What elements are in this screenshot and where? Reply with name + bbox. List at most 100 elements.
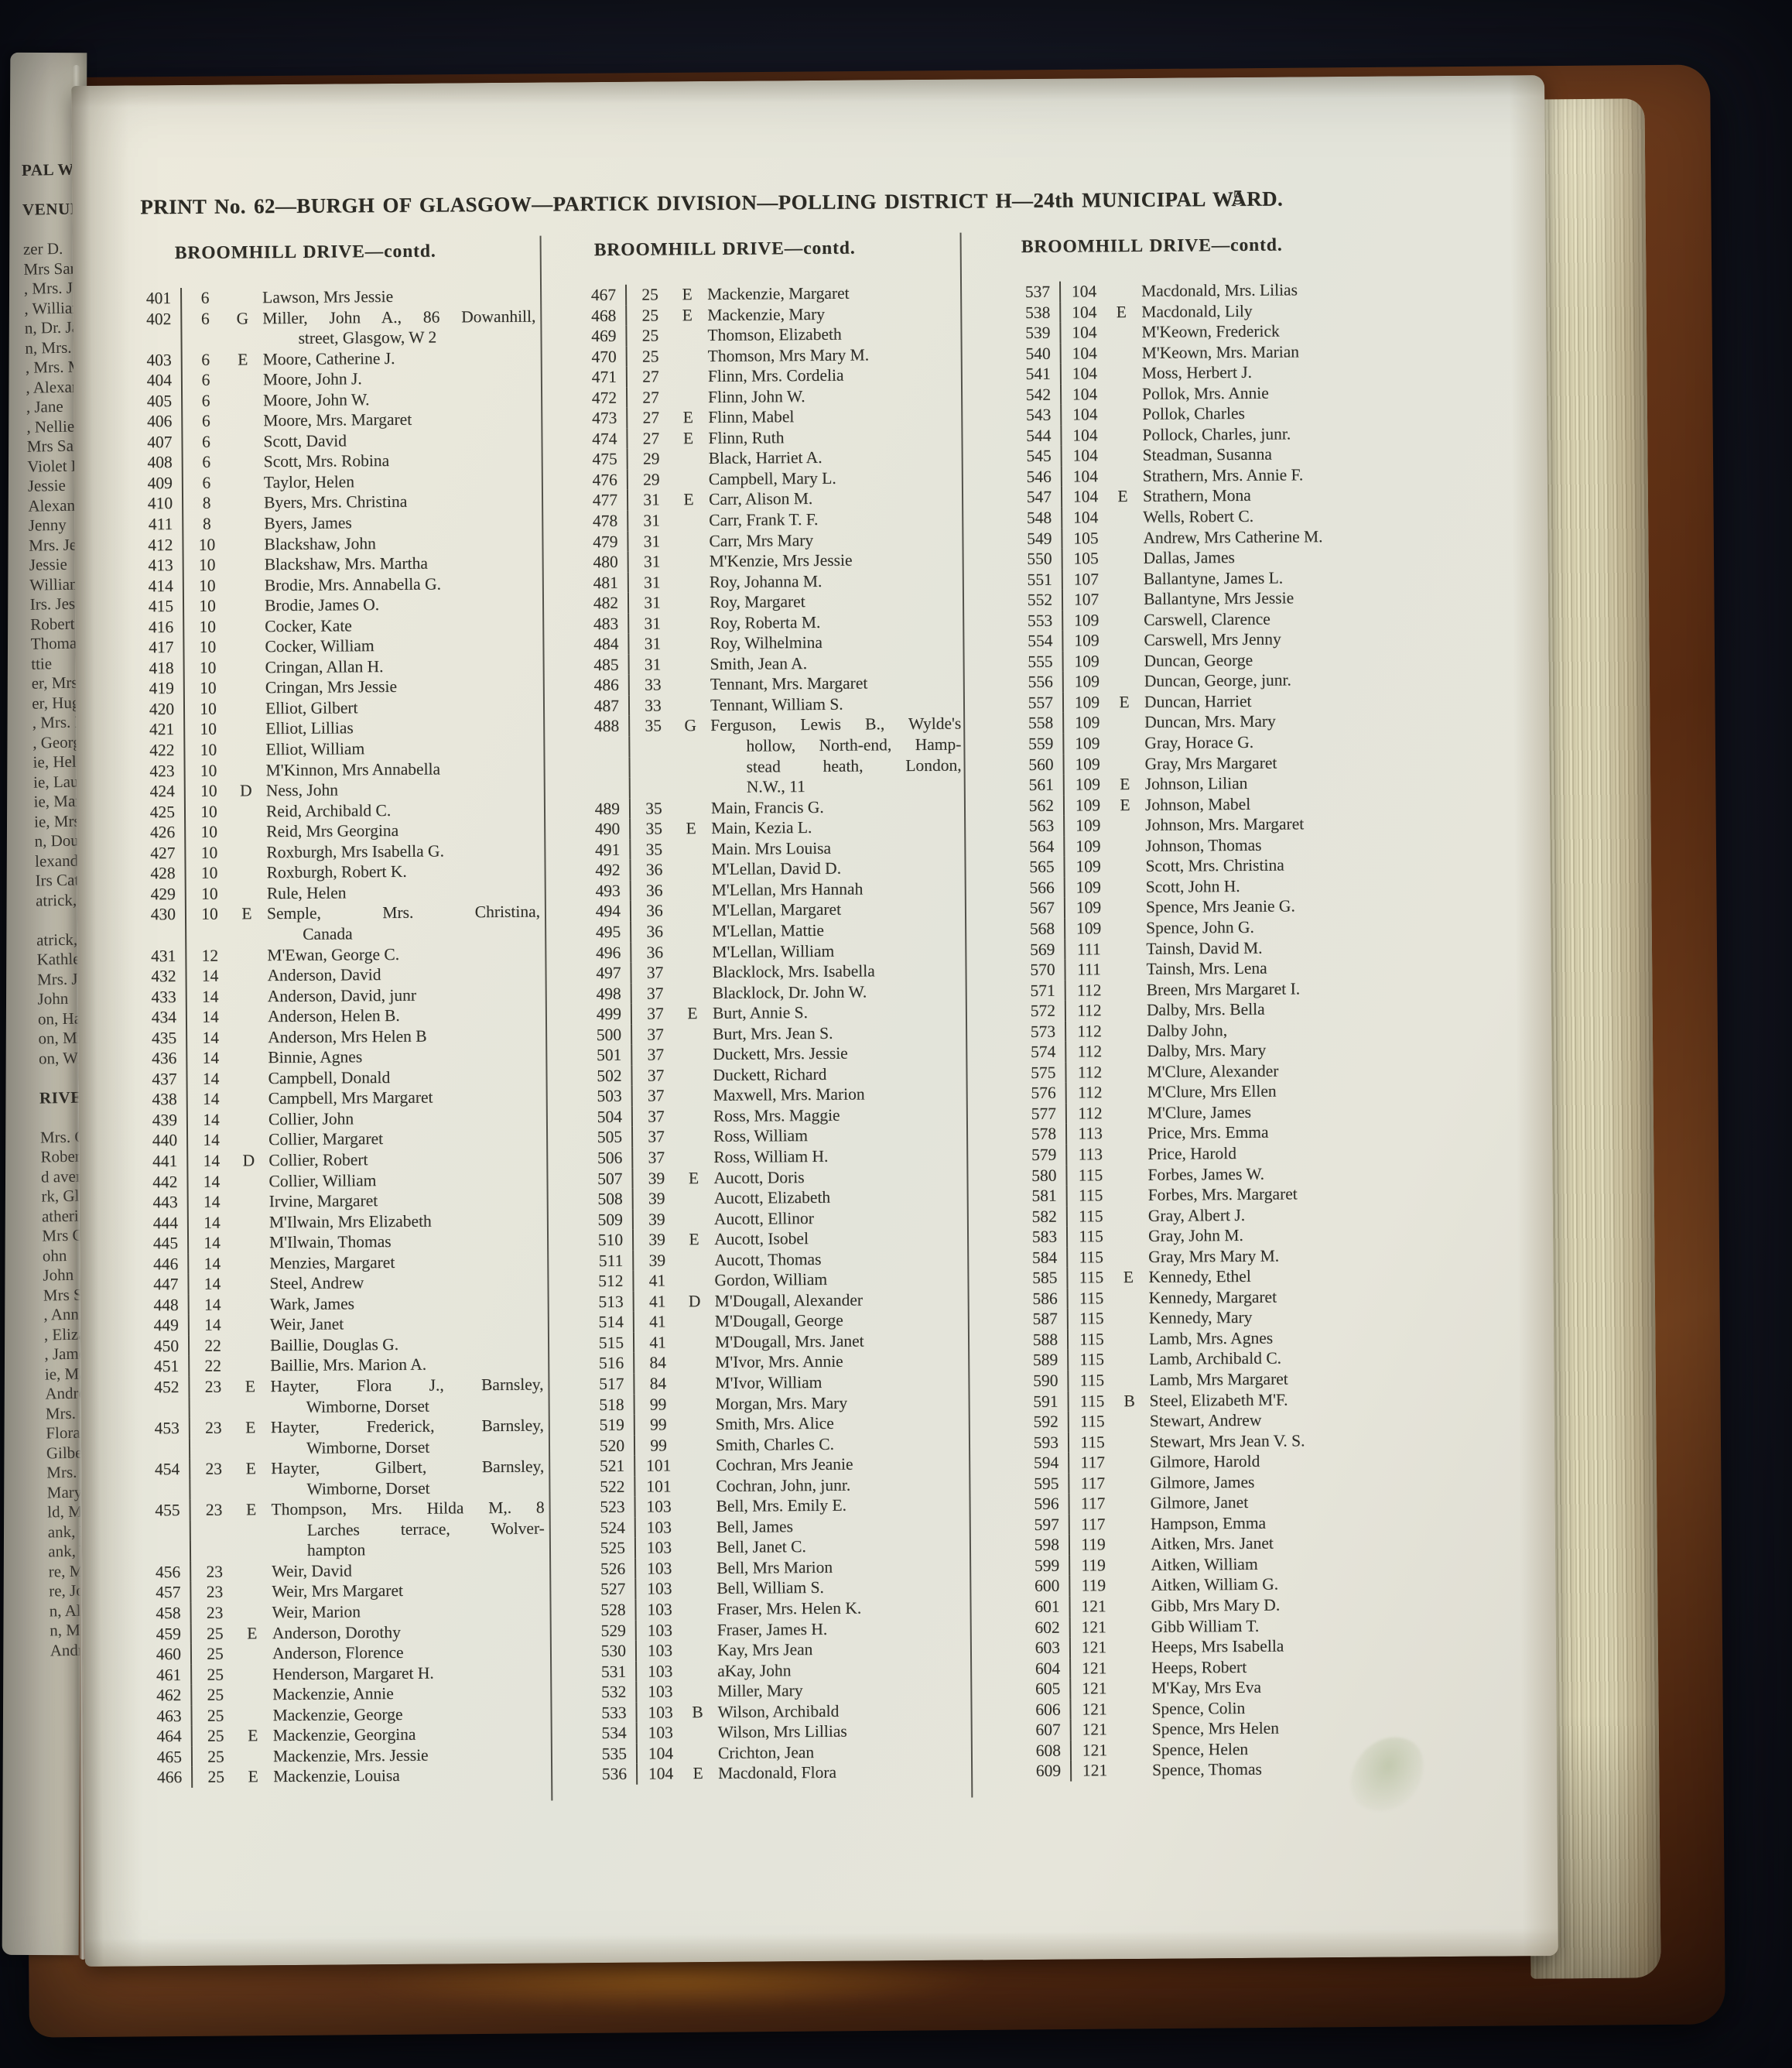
elector-name: Moss, Herbert J.	[1141, 363, 1253, 383]
register-entry: 594 117 Gilmore, Harold	[1012, 1450, 1450, 1474]
register-entry: 484 31 Roy, Wilhelmina	[572, 632, 965, 655]
register-entry-continuation: N.W., 11	[573, 776, 966, 799]
entry-number: 591	[1033, 1392, 1058, 1411]
entry-code	[1110, 754, 1138, 775]
entry-number: 516	[598, 1354, 624, 1373]
entry-number: 510	[597, 1230, 624, 1250]
entry-number: 572	[1030, 1001, 1055, 1021]
entry-number: 487	[593, 696, 620, 716]
elector-name: Duncan, George	[1144, 650, 1253, 670]
house-number: 25	[625, 345, 674, 367]
entry-code	[1108, 425, 1136, 446]
entry-code	[238, 1602, 265, 1623]
entry-number: 511	[598, 1251, 624, 1270]
register-entry: 481 31 Roy, Johanna M.	[572, 570, 965, 593]
entry-number: 469	[591, 326, 617, 346]
house-number: 109	[1064, 918, 1113, 940]
register-entry: 439 14 Collier, John	[131, 1107, 546, 1131]
entry-code	[1116, 1493, 1144, 1514]
entry-number: 491	[595, 840, 621, 859]
entry-code: E	[687, 1004, 698, 1023]
elector-name: Collier, Robert	[268, 1150, 368, 1170]
entry-code	[1112, 918, 1140, 939]
register-entry: 450 22 Baillie, Douglas G.	[132, 1333, 548, 1357]
entry-number: 554	[1028, 632, 1053, 651]
elector-name: Lawson, Mrs Jessie	[262, 286, 394, 307]
register-entry: 519 99 Smith, Mrs. Alice	[578, 1412, 971, 1436]
entry-code	[682, 1455, 710, 1476]
elector-name: Carr, Frank T. F.	[709, 509, 819, 530]
elector-name: M'Kenzie, Mrs Jessie	[709, 550, 853, 571]
entry-number: 496	[596, 943, 621, 962]
entry-number: 410	[147, 494, 173, 513]
house-number: 115	[1065, 1185, 1114, 1207]
entry-number: 605	[1035, 1679, 1061, 1699]
register-entry: 472 27 Flinn, John W.	[570, 385, 963, 409]
register-entry: 449 14 Weir, Janet	[132, 1313, 548, 1336]
house-number: 109	[1063, 815, 1112, 837]
house-number	[628, 736, 677, 758]
entry-number: 422	[149, 741, 175, 760]
elector-name: Gilmore, Janet	[1150, 1493, 1249, 1513]
register-entry: 572 112 Dalby, Mrs. Bella	[1009, 998, 1447, 1022]
register-entry: 410 8 Byers, Mrs. Christina	[126, 491, 542, 514]
entry-number: 471	[591, 368, 617, 387]
register-entry: 569 111 Tainsh, David M.	[1008, 936, 1446, 960]
entry-code	[235, 1253, 263, 1274]
elector-name: Wilson, Archibald	[717, 1701, 840, 1721]
register-entry: 524 103 Bell, James	[579, 1515, 972, 1539]
entry-number: 558	[1028, 714, 1054, 733]
entry-number: 583	[1031, 1227, 1058, 1247]
register-entry: 534 103 Wilson, Mrs Lillias	[580, 1720, 973, 1744]
entry-code	[682, 1599, 710, 1620]
register-entry: 598 119 Aitken, Mrs. Janet	[1013, 1532, 1451, 1556]
house-number: 10	[182, 595, 231, 617]
house-number: 115	[1067, 1431, 1117, 1453]
house-number: 99	[633, 1414, 682, 1436]
entry-code	[1117, 1678, 1145, 1699]
elector-name: Main, Francis G.	[710, 797, 824, 817]
house-number: 10	[182, 575, 231, 597]
entry-code	[234, 1171, 262, 1192]
register-entry: 528 103 Fraser, Mrs. Helen K.	[579, 1597, 972, 1621]
entry-code	[232, 821, 260, 842]
entry-number: 523	[600, 1498, 625, 1517]
entry-code	[1110, 651, 1138, 672]
entry-code	[680, 1270, 708, 1291]
house-number: 14	[186, 1109, 235, 1131]
entry-number: 420	[149, 699, 175, 719]
entry-code	[1114, 1206, 1142, 1227]
entry-number: 542	[1025, 385, 1052, 404]
elector-name: M'Clure, Mrs Ellen	[1147, 1081, 1277, 1102]
entry-number: 492	[595, 861, 621, 880]
entry-code	[231, 554, 258, 575]
elector-name: Hampson, Emma	[1150, 1513, 1267, 1533]
register-entry: 501 37 Duckett, Mrs. Jessie	[575, 1043, 968, 1066]
house-number: 10	[183, 636, 231, 658]
entry-number: 530	[600, 1641, 627, 1661]
entry-number: 576	[1031, 1084, 1056, 1103]
house-number: 103	[634, 1619, 683, 1641]
house-number: 14	[187, 1273, 236, 1295]
register-entry: 502 37 Duckett, Richard	[575, 1063, 968, 1087]
register-entry: 529 103 Fraser, James H.	[580, 1618, 973, 1641]
entry-code	[1111, 836, 1139, 857]
entry-number: 449	[153, 1316, 179, 1335]
column-3-heading: BROOMHILL DRIVE—contd.	[1021, 235, 1283, 258]
elector-name: Bell, William S.	[716, 1578, 824, 1598]
entry-number: 461	[156, 1665, 182, 1684]
entry-code	[229, 390, 257, 411]
entry-number: 427	[150, 843, 176, 863]
house-number: 109	[1062, 651, 1110, 673]
entry-code	[229, 431, 257, 452]
entry-number: 575	[1031, 1063, 1056, 1082]
entry-code	[238, 1705, 266, 1726]
register-entry: 566 109 Scott, John H.	[1008, 875, 1446, 899]
entry-code: E	[682, 305, 693, 324]
entry-code	[1117, 1637, 1145, 1658]
house-number	[628, 777, 677, 799]
entry-code	[1117, 1658, 1145, 1679]
elector-name: Roy, Johanna M.	[709, 571, 822, 591]
entry-code	[1118, 1740, 1146, 1761]
house-number: 10	[183, 739, 232, 761]
